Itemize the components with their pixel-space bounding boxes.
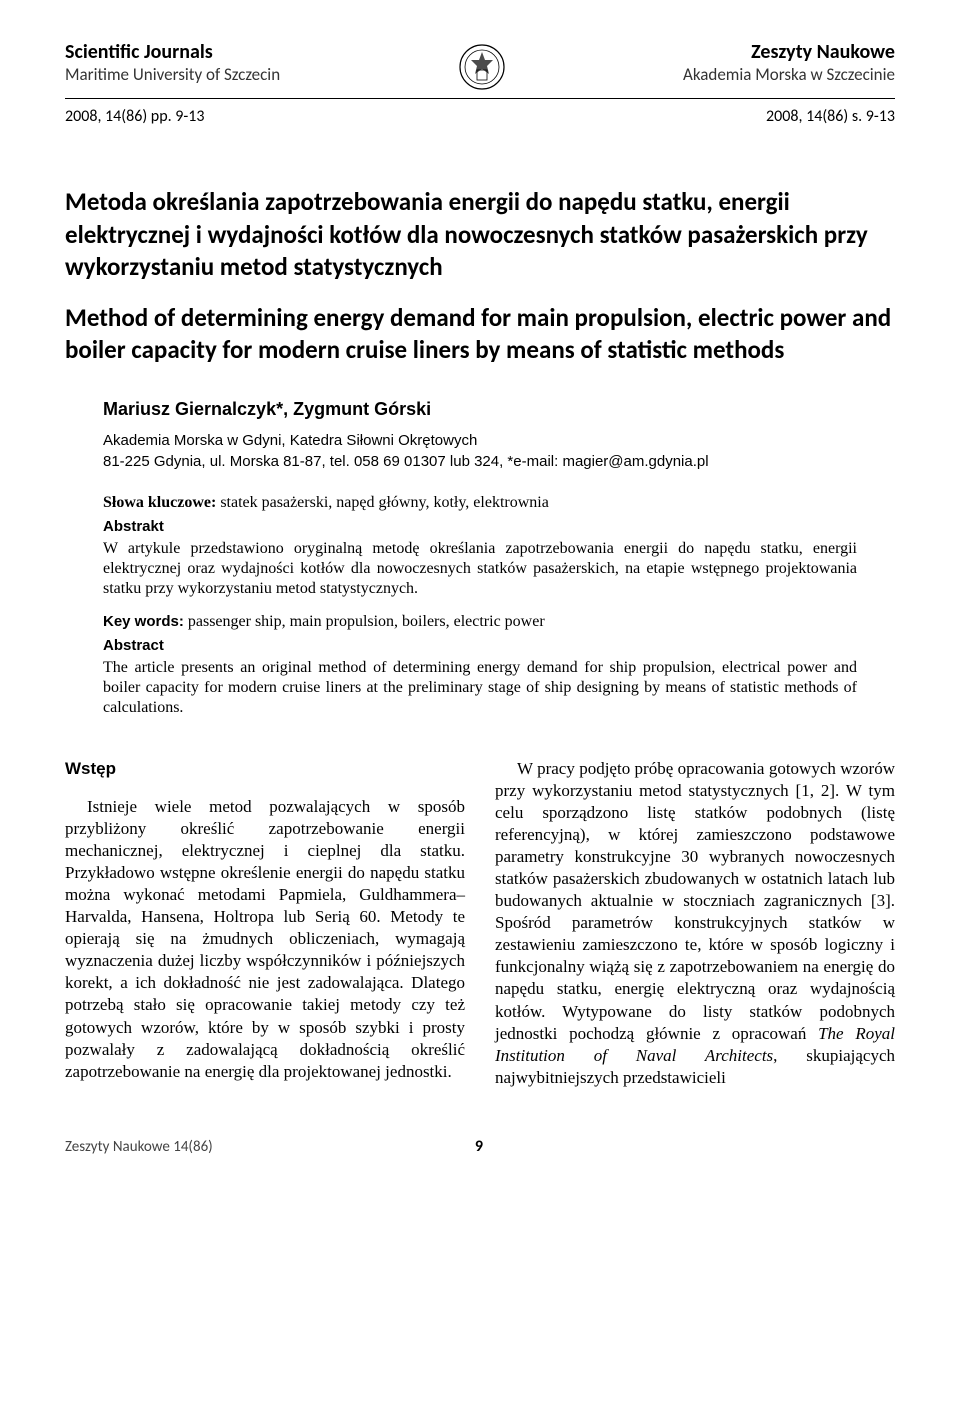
header-right-block: Zeszyty Naukowe Akademia Morska w Szczec…: [683, 40, 895, 85]
keywords-en-label: Key words:: [103, 613, 184, 630]
keywords-pl-label: Słowa kluczowe:: [103, 494, 216, 511]
issue-right: 2008, 14(86) s. 9-13: [766, 107, 895, 126]
issue-identifier-row: 2008, 14(86) pp. 9-13 2008, 14(86) s. 9-…: [65, 107, 895, 126]
page-header: Scientific Journals Maritime University …: [65, 40, 895, 94]
abstract-label-polish: Abstrakt: [103, 518, 895, 535]
issue-left: 2008, 14(86) pp. 9-13: [65, 107, 205, 126]
abstract-text-polish: W artykule przedstawiono oryginalną meto…: [103, 539, 857, 599]
affiliation-block: Akademia Morska w Gdyni, Katedra Siłowni…: [103, 430, 895, 472]
university-crest-icon: [455, 40, 509, 94]
header-divider: [65, 98, 895, 99]
header-left-block: Scientific Journals Maritime University …: [65, 40, 280, 85]
authors-line: Mariusz Giernalczyk*, Zygmunt Górski: [103, 399, 895, 420]
journal-name-english: Scientific Journals: [65, 40, 280, 64]
keywords-en-text: passenger ship, main propulsion, boilers…: [184, 613, 545, 630]
column-right: W pracy podjęto próbę opracowania gotowy…: [495, 758, 895, 1089]
article-title-english: Method of determining energy demand for …: [65, 302, 895, 367]
abstract-text-english: The article presents an original method …: [103, 658, 857, 718]
keywords-polish: Słowa kluczowe: statek pasażerski, napęd…: [103, 494, 857, 512]
body-columns: Wstęp Istnieje wiele metod pozwalających…: [65, 758, 895, 1089]
abstract-label-english: Abstract: [103, 637, 895, 654]
col1-paragraph: Istnieje wiele metod pozwalających w spo…: [65, 796, 465, 1083]
journal-name-polish: Zeszyty Naukowe: [683, 40, 895, 64]
affiliation-line1: Akademia Morska w Gdyni, Katedra Siłowni…: [103, 430, 895, 451]
section-heading-intro: Wstęp: [65, 758, 465, 780]
col2-text-start: W pracy podjęto próbę opracowania gotowy…: [495, 759, 895, 1043]
footer-left-text: Zeszyty Naukowe 14(86): [65, 1138, 213, 1156]
affiliation-line2: 81-225 Gdynia, ul. Morska 81-87, tel. 05…: [103, 451, 895, 472]
column-left: Wstęp Istnieje wiele metod pozwalających…: [65, 758, 465, 1089]
page-number: 9: [475, 1137, 483, 1156]
page-footer: Zeszyty Naukowe 14(86) 9: [65, 1137, 895, 1156]
keywords-pl-text: statek pasażerski, napęd główny, kotły, …: [216, 494, 549, 511]
keywords-english: Key words: passenger ship, main propulsi…: [103, 613, 857, 631]
university-name-polish: Akademia Morska w Szczecinie: [683, 64, 895, 85]
logo-container: [445, 40, 519, 94]
footer-page-number-container: 9: [213, 1137, 745, 1156]
university-name-english: Maritime University of Szczecin: [65, 64, 280, 85]
col2-paragraph: W pracy podjęto próbę opracowania gotowy…: [495, 758, 895, 1089]
article-title-polish: Metoda określania zapotrzebowania energi…: [65, 186, 895, 284]
